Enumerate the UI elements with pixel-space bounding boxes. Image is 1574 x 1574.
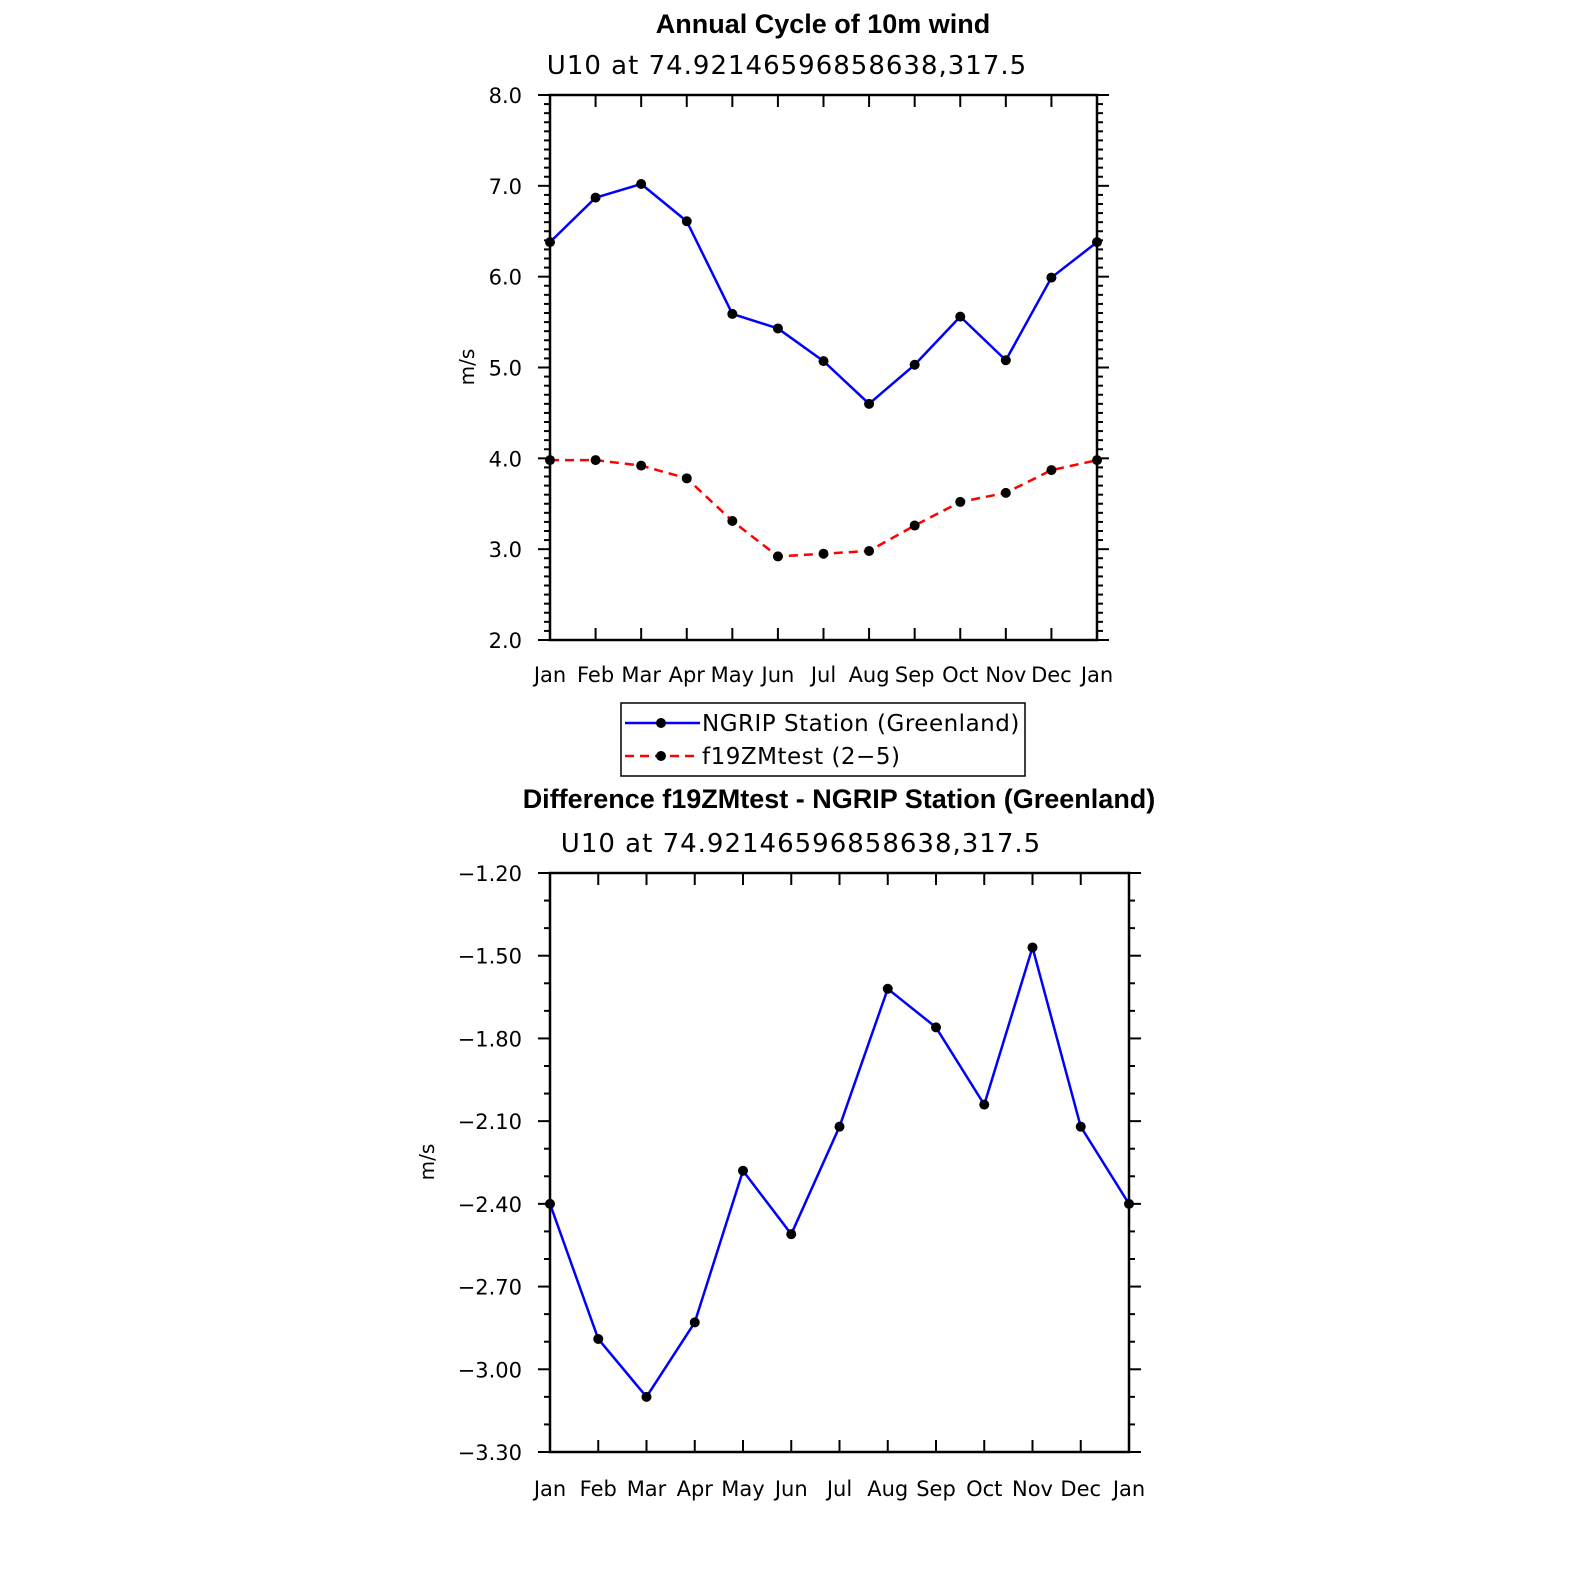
y-tick-label: −3.00 [458, 1358, 522, 1382]
y-tick-label: −2.70 [458, 1276, 522, 1300]
data-point [931, 1022, 941, 1033]
y-tick-label: 2.0 [489, 629, 522, 653]
data-point [772, 323, 783, 334]
data-point [834, 1121, 845, 1132]
data-point [593, 1333, 604, 1344]
x-tick-label: Jan [532, 1477, 566, 1501]
y-tick-label: 8.0 [489, 84, 522, 108]
x-tick-label: Mar [621, 663, 661, 687]
y-tick-label: −2.10 [458, 1110, 522, 1134]
x-tick-label: Apr [669, 663, 706, 687]
chart-title: Difference f19ZMtest - NGRIP Station (Gr… [523, 784, 1156, 814]
y-axis-label: m/s [415, 1144, 439, 1181]
x-tick-label: Mar [627, 1477, 667, 1501]
data-point [681, 216, 692, 227]
data-point [738, 1165, 748, 1176]
data-point [641, 1391, 652, 1402]
x-tick-label: Dec [1031, 663, 1072, 687]
data-point [864, 398, 875, 409]
x-tick-label: Apr [677, 1477, 714, 1501]
data-point [909, 520, 920, 531]
chart-difference: Difference f19ZMtest - NGRIP Station (Gr… [415, 784, 1155, 1501]
x-tick-label: Nov [985, 663, 1026, 687]
data-point [727, 308, 738, 319]
chart-annual-cycle: Annual Cycle of 10m wind U10 at 74.92146… [455, 9, 1113, 687]
data-point [636, 460, 647, 471]
series-line-0 [548, 946, 1131, 1399]
data-point [1092, 237, 1102, 248]
x-tick-label: Sep [895, 663, 935, 687]
data-point [1075, 1121, 1086, 1132]
y-tick-label: 6.0 [489, 266, 522, 290]
data-point [1092, 455, 1102, 466]
chart-title: Annual Cycle of 10m wind [656, 9, 991, 39]
data-point [955, 496, 966, 507]
data-point [590, 455, 601, 466]
legend-label-ngrip: NGRIP Station (Greenland) [702, 711, 1020, 737]
plot-frame [548, 871, 1131, 1454]
y-tick-label: −1.20 [458, 862, 522, 886]
y-tick-label: −3.30 [458, 1441, 522, 1465]
x-tick-label: May [711, 663, 754, 687]
legend-box [620, 702, 1026, 777]
y-tick-label: −2.40 [458, 1193, 522, 1217]
x-tick-label: Feb [577, 663, 614, 687]
x-tick-label: Jul [825, 1477, 852, 1501]
y-tick-label: 5.0 [489, 357, 522, 381]
y-tick-label: 3.0 [489, 538, 522, 562]
x-tick-label: Oct [942, 663, 978, 687]
legend-label-f19zmtest: f19ZMtest (2−5) [702, 744, 900, 770]
data-point [818, 356, 829, 367]
y-tick-label: −1.80 [458, 1027, 522, 1051]
data-point [545, 455, 555, 466]
chart-subtitle: U10 at 74.92146596858638,317.5 [561, 829, 1041, 859]
data-point [909, 359, 920, 370]
data-point [1000, 487, 1011, 498]
y-tick-label: 4.0 [489, 447, 522, 471]
data-point [590, 192, 601, 203]
y-tick-label: −1.50 [458, 945, 522, 969]
x-tick-label: Nov [1012, 1477, 1053, 1501]
x-tick-label: Jan [1079, 663, 1113, 687]
data-point [772, 551, 783, 562]
chart-subtitle: U10 at 74.92146596858638,317.5 [547, 51, 1027, 81]
x-tick-label: Aug [849, 663, 890, 687]
x-tick-label: Sep [916, 1477, 956, 1501]
y-axis-label: m/s [455, 349, 479, 386]
legend-marker-f19zmtest [656, 751, 666, 761]
x-tick-label: Feb [580, 1477, 617, 1501]
data-point [864, 545, 875, 556]
x-tick-label: Dec [1060, 1477, 1101, 1501]
data-point [786, 1229, 797, 1240]
legend: NGRIP Station (Greenland) f19ZMtest (2−5… [620, 702, 1026, 777]
x-tick-label: Oct [966, 1477, 1002, 1501]
data-point [818, 548, 829, 559]
data-point [882, 983, 893, 994]
x-tick-label: Aug [867, 1477, 908, 1501]
data-point [545, 237, 555, 248]
data-point [727, 516, 738, 527]
legend-marker-ngrip [656, 718, 666, 728]
data-point [689, 1317, 700, 1328]
x-tick-label: Jun [773, 1477, 808, 1501]
x-tick-label: Jul [809, 663, 836, 687]
x-tick-label: May [721, 1477, 764, 1501]
data-point [1124, 1198, 1134, 1209]
data-point [545, 1198, 555, 1209]
data-point [636, 179, 647, 190]
data-point [1027, 942, 1038, 953]
x-tick-label: Jun [760, 663, 795, 687]
y-tick-label: 7.0 [489, 175, 522, 199]
data-point [1046, 272, 1057, 283]
x-tick-label: Jan [532, 663, 566, 687]
series-line-1 [550, 458, 1098, 558]
data-point [979, 1099, 990, 1110]
data-point [955, 311, 966, 322]
data-point [1000, 355, 1011, 366]
data-point [1046, 465, 1057, 476]
data-point [681, 473, 692, 484]
series-line-0 [549, 182, 1098, 406]
x-tick-label: Jan [1111, 1477, 1145, 1501]
